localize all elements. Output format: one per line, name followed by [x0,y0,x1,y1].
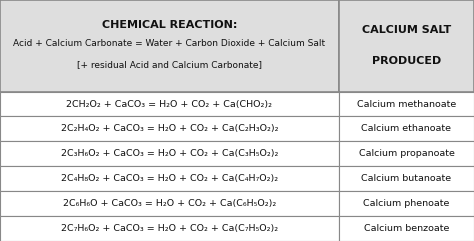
Bar [0,141,339,166]
Text: Calcium benzoate: Calcium benzoate [364,224,449,233]
Text: 2CH₂O₂ + CaCO₃ = H₂O + CO₂ + Ca(CHO₂)₂: 2CH₂O₂ + CaCO₃ = H₂O + CO₂ + Ca(CHO₂)₂ [66,100,273,108]
Text: Calcium phenoate: Calcium phenoate [363,199,450,208]
Bar [339,92,474,116]
Bar [339,0,474,92]
Text: Calcium butanoate: Calcium butanoate [361,174,452,183]
Bar [339,191,474,216]
Bar [339,116,474,141]
Bar [339,216,474,241]
Text: 2C₇H₆O₂ + CaCO₃ = H₂O + CO₂ + Ca(C₇H₅O₂)₂: 2C₇H₆O₂ + CaCO₃ = H₂O + CO₂ + Ca(C₇H₅O₂)… [61,224,278,233]
Bar [0,216,339,241]
Bar [0,0,339,92]
Bar [339,166,474,191]
Bar [0,166,339,191]
Bar [0,116,339,141]
Text: Calcium propanoate: Calcium propanoate [358,149,455,158]
Text: 2C₃H₆O₂ + CaCO₃ = H₂O + CO₂ + Ca(C₃H₅O₂)₂: 2C₃H₆O₂ + CaCO₃ = H₂O + CO₂ + Ca(C₃H₅O₂)… [61,149,278,158]
Text: CALCIUM SALT: CALCIUM SALT [362,25,451,35]
Bar [0,92,339,116]
Text: CHEMICAL REACTION:: CHEMICAL REACTION: [102,20,237,30]
Text: Calcium ethanoate: Calcium ethanoate [362,124,451,134]
Bar [0,191,339,216]
Text: Acid + Calcium Carbonate = Water + Carbon Dioxide + Calcium Salt: Acid + Calcium Carbonate = Water + Carbo… [13,39,326,48]
Text: 2C₂H₄O₂ + CaCO₃ = H₂O + CO₂ + Ca(C₂H₃O₂)₂: 2C₂H₄O₂ + CaCO₃ = H₂O + CO₂ + Ca(C₂H₃O₂)… [61,124,278,134]
Text: [+ residual Acid and Calcium Carbonate]: [+ residual Acid and Calcium Carbonate] [77,60,262,70]
Text: Calcium methanoate: Calcium methanoate [357,100,456,108]
Text: 2C₆H₆O + CaCO₃ = H₂O + CO₂ + Ca(C₆H₅O₂)₂: 2C₆H₆O + CaCO₃ = H₂O + CO₂ + Ca(C₆H₅O₂)₂ [63,199,276,208]
Text: 2C₄H₈O₂ + CaCO₃ = H₂O + CO₂ + Ca(C₄H₇O₂)₂: 2C₄H₈O₂ + CaCO₃ = H₂O + CO₂ + Ca(C₄H₇O₂)… [61,174,278,183]
Bar [339,141,474,166]
Text: PRODUCED: PRODUCED [372,56,441,67]
